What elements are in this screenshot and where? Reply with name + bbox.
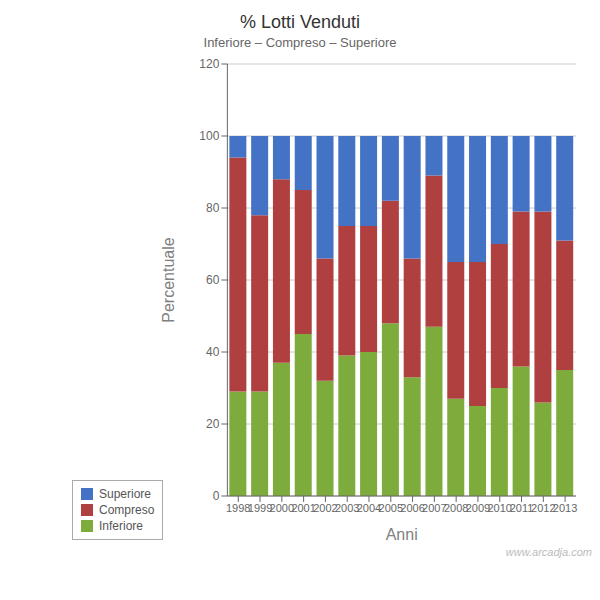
svg-text:2008: 2008 [443,501,469,514]
svg-text:2011: 2011 [510,502,534,514]
html-text:Superiore: Superiore [99,487,151,501]
html-text:Inferiore: Inferiore [99,519,143,533]
html-text:www.arcadja.com: www.arcadja.com [505,546,592,558]
svg-text:2004: 2004 [356,501,382,514]
svg-text:2013: 2013 [553,502,577,514]
html-text:Compreso: Compreso [99,503,155,517]
html-text:% Lotti Venduti: % Lotti Venduti [240,12,360,32]
svg-text:2003: 2003 [335,501,360,514]
svg-text:1999: 1999 [247,501,273,514]
svg-text:Percentuale: Percentuale [160,237,177,322]
svg-text:80: 80 [206,201,220,215]
svg-text:Anni: Anni [386,526,418,543]
svg-text:60: 60 [206,273,220,287]
svg-text:40: 40 [206,345,220,359]
svg-text:2009: 2009 [465,501,491,514]
svg-text:1998: 1998 [226,501,251,514]
svg-text:100: 100 [199,129,219,143]
svg-text:2006: 2006 [400,501,425,514]
html-text:Inferiore – Compreso – Superio: Inferiore – Compreso – Superiore [203,35,397,50]
svg-text:2005: 2005 [378,501,403,514]
svg-text:2002: 2002 [313,501,338,514]
svg-text:2012: 2012 [531,501,556,514]
svg-text:2007: 2007 [422,501,447,514]
svg-text:20: 20 [206,417,220,431]
svg-text:2010: 2010 [487,502,511,514]
svg-text:0: 0 [213,489,220,503]
svg-text:120: 120 [199,57,219,71]
svg-text:2001: 2001 [291,501,316,514]
svg-text:2000: 2000 [269,501,295,514]
